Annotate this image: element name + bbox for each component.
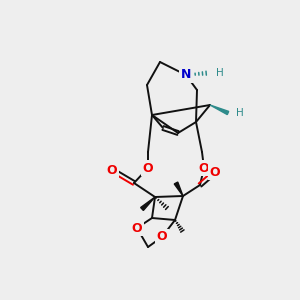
Text: O: O xyxy=(210,166,220,178)
Polygon shape xyxy=(210,105,229,115)
Text: N: N xyxy=(181,68,191,82)
Text: O: O xyxy=(132,221,142,235)
Text: O: O xyxy=(107,164,117,176)
Text: H: H xyxy=(236,108,244,118)
Polygon shape xyxy=(174,182,183,196)
Polygon shape xyxy=(141,197,155,211)
Text: O: O xyxy=(199,161,209,175)
Text: H: H xyxy=(216,68,224,78)
Text: O: O xyxy=(143,161,153,175)
Text: O: O xyxy=(157,230,167,244)
